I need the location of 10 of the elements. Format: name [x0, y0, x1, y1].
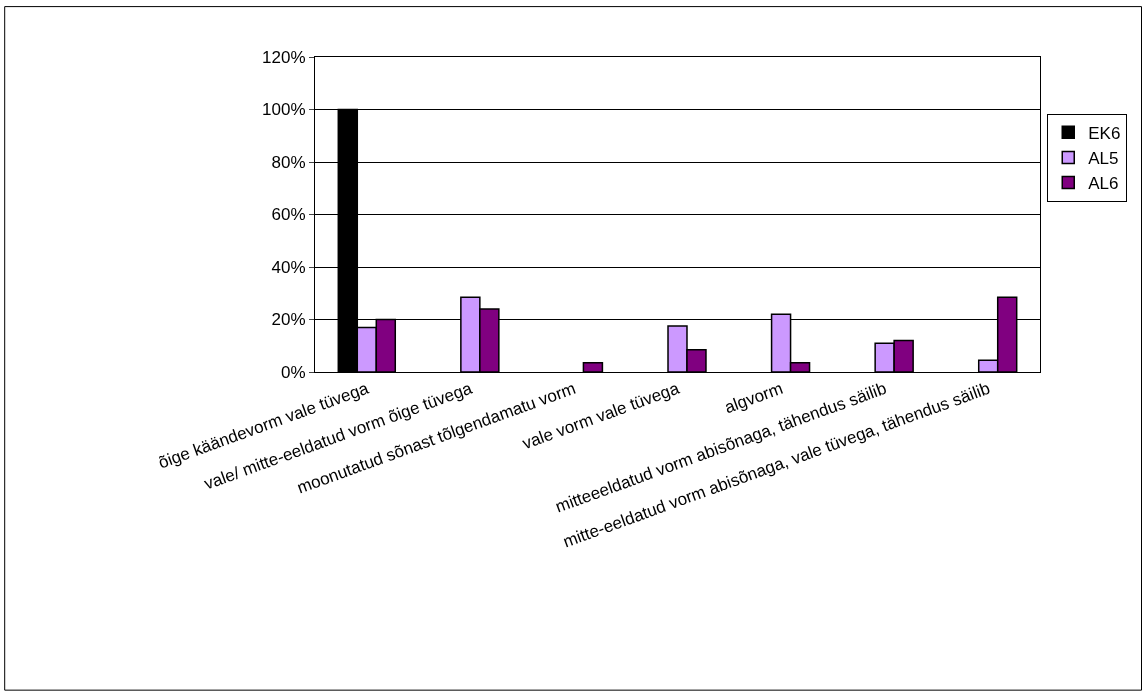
- legend-label: EK6: [1088, 123, 1121, 143]
- y-tick-label: 40%: [271, 257, 306, 277]
- y-tick-label: 80%: [271, 152, 306, 172]
- y-tick-label: 120%: [262, 47, 306, 67]
- legend-label: AL6: [1088, 174, 1119, 194]
- legend-label: AL5: [1088, 149, 1119, 169]
- y-tick-label: 60%: [271, 205, 306, 225]
- y-tick-label: 20%: [271, 310, 306, 330]
- y-tick-label: 100%: [262, 100, 306, 120]
- y-tick-label: 0%: [281, 362, 306, 382]
